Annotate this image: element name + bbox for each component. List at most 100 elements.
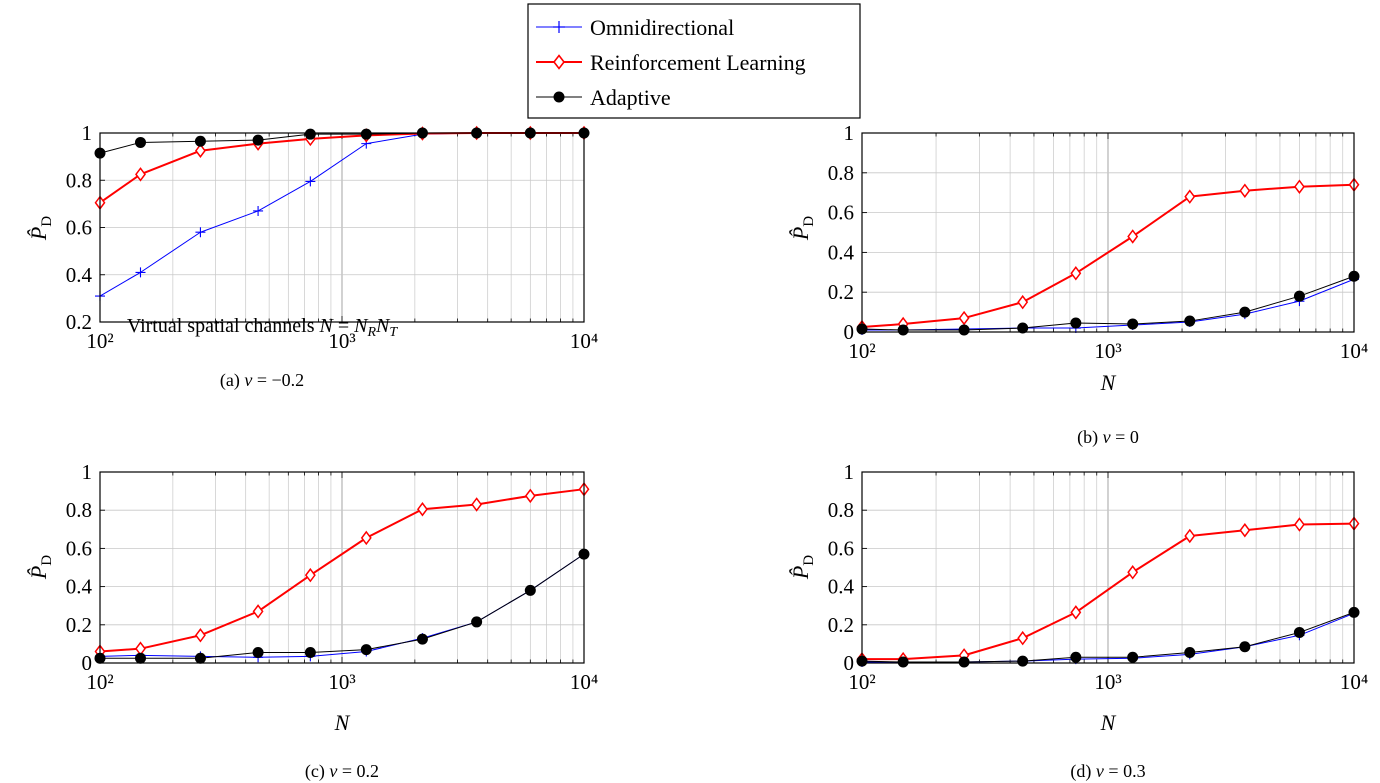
panel-d-point-reinforcement-learning bbox=[1017, 630, 1029, 646]
panel-b-grid bbox=[862, 133, 1354, 332]
panel-a-y-tick-label: 0.2 bbox=[66, 310, 92, 334]
panel-d-y-tick-label: 1 bbox=[844, 460, 855, 484]
panel-a-y-tick-label: 1 bbox=[82, 121, 93, 145]
panel-b-y-tick-label: 1 bbox=[844, 121, 855, 145]
panel-b: 0 0.2 0.4 0.6 0.8 1 10² 10³ 10⁴ N P̂D (b) ν = 0 bbox=[788, 121, 1368, 448]
panel-c-point-adaptive bbox=[360, 644, 372, 656]
panel-c-point-adaptive bbox=[304, 646, 316, 658]
legend-marker-plus-icon bbox=[553, 21, 565, 33]
panel-c-y-tick-label: 0.4 bbox=[66, 575, 93, 599]
panel-d-point-reinforcement-learning bbox=[1293, 517, 1305, 532]
panel-d-y-tick-label: 0.2 bbox=[828, 613, 854, 637]
panel-a-x-tick-label: 10² bbox=[86, 329, 113, 353]
panel-b-series-line-reinforcement-learning bbox=[861, 183, 1355, 329]
panel-d-y-tick-label: 0.8 bbox=[828, 498, 854, 522]
panel-b-ylabel: P̂D bbox=[788, 216, 817, 241]
panel-b-y-tick-label: 0.8 bbox=[828, 161, 854, 185]
panel-d-series-line-reinforcement-learning bbox=[862, 522, 1355, 661]
panel-a-point-adaptive bbox=[304, 128, 316, 140]
panel-a-point-omnidirectional bbox=[253, 205, 264, 216]
panel-d-point-adaptive bbox=[1070, 651, 1082, 663]
panel-b-point-adaptive bbox=[1017, 322, 1029, 334]
panel-c-series-line-adaptive bbox=[100, 553, 585, 659]
panel-c-point-adaptive bbox=[524, 584, 536, 596]
panel-d-x-tick-label: 10² bbox=[848, 670, 875, 694]
legend-label-omnidirectional: Omnidirectional bbox=[590, 15, 734, 40]
panel-c-point-adaptive bbox=[471, 616, 483, 628]
panel-c-y-tick-label: 0 bbox=[82, 651, 93, 675]
panel-b-point-adaptive bbox=[1239, 306, 1251, 318]
panel-d: 0 0.2 0.4 0.6 0.8 1 10² 10³ 10⁴ N P̂D (d) ν = 0.… bbox=[788, 460, 1368, 782]
panel-b-series-line-adaptive bbox=[861, 275, 1355, 331]
panel-a-point-adaptive bbox=[134, 136, 146, 148]
panel-a-point-omnidirectional bbox=[135, 267, 146, 278]
panel-b-x-tick-label: 10⁴ bbox=[1340, 339, 1368, 363]
panel-b-point-reinforcement-learning bbox=[1293, 179, 1305, 194]
panel-b-point-adaptive bbox=[1293, 290, 1305, 302]
panel-b-point-reinforcement-learning bbox=[1127, 229, 1139, 244]
panel-a-point-reinforcement-learning bbox=[135, 167, 146, 182]
panel-c-grid bbox=[100, 472, 584, 663]
panel-c-point-reinforcement-learning bbox=[417, 501, 428, 517]
panel-d-ylabel: P̂D bbox=[788, 555, 817, 580]
panel-d-y-tick-label: 0.4 bbox=[828, 575, 855, 599]
legend-entry-adaptive: Adaptive bbox=[536, 85, 671, 110]
panel-b-point-reinforcement-learning bbox=[1184, 189, 1196, 204]
panel-a-point-omnidirectional bbox=[305, 176, 316, 187]
panel-d-ticks: 0 0.2 0.4 0.6 0.8 1 10² 10³ 10⁴ bbox=[828, 460, 1368, 694]
panel-d-y-tick-label: 0 bbox=[844, 651, 855, 675]
panel-c-y-tick-label: 0.8 bbox=[66, 498, 92, 522]
panel-b-y-tick-label: 0.6 bbox=[828, 201, 854, 225]
panel-a-y-tick-label: 0.6 bbox=[66, 216, 92, 240]
legend-entry-omnidirectional: Omnidirectional bbox=[536, 15, 734, 40]
panel-b-point-reinforcement-learning bbox=[1239, 183, 1251, 198]
panel-b-x-tick-label: 10² bbox=[848, 339, 875, 363]
panel-d-y-tick-label: 0.6 bbox=[828, 536, 854, 560]
legend-label-adaptive: Adaptive bbox=[590, 85, 671, 110]
panel-c-point-adaptive bbox=[252, 646, 264, 658]
panel-b-point-adaptive bbox=[1070, 317, 1082, 329]
panel-d-xlabel: N bbox=[1100, 710, 1117, 735]
panel-a-ticks: 0.2 0.4 0.6 0.8 1 10² 10³ 10⁴ bbox=[66, 121, 598, 353]
panel-a-series bbox=[94, 125, 590, 302]
panel-b-x-tick-label: 10³ bbox=[1094, 339, 1121, 363]
panel-c-point-reinforcement-learning bbox=[471, 497, 483, 512]
panel-c-y-tick-label: 0.6 bbox=[66, 536, 92, 560]
panel-c-point-reinforcement-learning bbox=[194, 628, 206, 643]
panel-d-point-adaptive bbox=[1184, 646, 1196, 658]
panel-b-xlabel: N bbox=[1100, 370, 1117, 395]
panel-a-point-adaptive bbox=[360, 128, 372, 140]
panel-b-point-adaptive bbox=[958, 324, 970, 336]
panel-c-x-tick-label: 10⁴ bbox=[570, 670, 598, 694]
panel-b-point-reinforcement-learning bbox=[1017, 294, 1029, 310]
panel-d-point-reinforcement-learning bbox=[1239, 523, 1251, 538]
panel-c-point-adaptive bbox=[134, 652, 146, 664]
panel-c-ylabel: P̂D bbox=[26, 555, 55, 580]
panel-a-point-adaptive bbox=[252, 134, 264, 146]
panel-c-y-tick-label: 1 bbox=[82, 460, 93, 484]
panel-d-point-adaptive bbox=[897, 656, 909, 668]
panel-c-caption: (c) ν = 0.2 bbox=[305, 761, 379, 782]
panel-c-ticks: 0 0.2 0.4 0.6 0.8 1 10² 10³ 10⁴ bbox=[66, 460, 598, 694]
panel-a-caption: (a) ν = −0.2 bbox=[220, 370, 304, 391]
panel-d-grid bbox=[862, 472, 1354, 663]
panel-a-y-tick-label: 0.4 bbox=[66, 263, 93, 287]
legend-label-reinforcement-learning: Reinforcement Learning bbox=[590, 50, 806, 75]
panel-b-y-tick-label: 0.2 bbox=[828, 280, 854, 304]
panel-c-point-reinforcement-learning bbox=[252, 604, 264, 619]
panel-b-frame bbox=[861, 132, 1355, 333]
panel-d-point-reinforcement-learning bbox=[1184, 528, 1196, 544]
panel-d-series bbox=[856, 516, 1360, 668]
panel-c-x-tick-label: 10² bbox=[86, 670, 113, 694]
panel-b-ticks: 0 0.2 0.4 0.6 0.8 1 10² 10³ 10⁴ bbox=[828, 121, 1368, 363]
panel-a-point-reinforcement-learning bbox=[194, 143, 206, 158]
panel-c-point-reinforcement-learning bbox=[360, 530, 372, 546]
panel-d-x-tick-label: 10³ bbox=[1094, 670, 1121, 694]
panel-a-point-omnidirectional bbox=[195, 227, 206, 238]
panel-c-point-reinforcement-learning bbox=[304, 567, 316, 583]
panel-b-caption: (b) ν = 0 bbox=[1077, 427, 1139, 448]
panel-c-series-line-reinforcement-learning bbox=[99, 488, 585, 653]
panel-b-point-adaptive bbox=[1184, 315, 1196, 327]
panel-a-ylabel: P̂D bbox=[26, 216, 55, 241]
panel-a-y-tick-label: 0.8 bbox=[66, 168, 92, 192]
